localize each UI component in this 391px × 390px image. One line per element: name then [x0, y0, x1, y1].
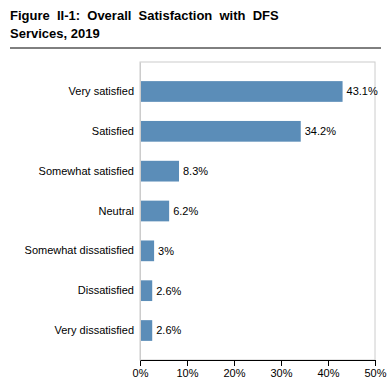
- bar: [140, 320, 152, 341]
- x-tick-label: 0%: [133, 367, 149, 379]
- x-axis: 0% 10% 20% 30% 40% 50%: [133, 360, 387, 379]
- x-tick-mark: [140, 360, 141, 366]
- x-axis-line: [141, 361, 376, 367]
- y-tick-label: Somewhat dissatisfied: [25, 244, 134, 256]
- y-tick-label: Neutral: [99, 205, 134, 217]
- x-tick: 50%: [364, 360, 386, 379]
- x-tick-mark: [281, 360, 282, 366]
- x-tick: 30%: [270, 360, 292, 379]
- x-tick-label: 40%: [317, 367, 339, 379]
- data-label: 2.6%: [156, 324, 181, 336]
- y-tick-label: Somewhat satisfied: [39, 165, 134, 177]
- x-tick-label: 50%: [364, 367, 386, 379]
- y-tick: Satisfied: [92, 125, 140, 137]
- x-tick-mark: [187, 360, 188, 366]
- y-tick-label: Satisfied: [92, 125, 134, 137]
- title-line: Services, 2019: [10, 26, 100, 41]
- bar: [140, 240, 154, 261]
- data-label: 34.2%: [305, 125, 336, 137]
- title: Figure II-1: Overall Satisfaction with D…: [10, 8, 279, 41]
- x-tick: 10%: [176, 360, 198, 379]
- y-tick: Somewhat dissatisfied: [25, 244, 140, 256]
- bars: [140, 81, 343, 341]
- chart: Figure II-1: Overall Satisfaction with D…: [0, 0, 391, 390]
- x-tick-label: 30%: [270, 367, 292, 379]
- plot-frame: [140, 62, 375, 360]
- x-tick: 40%: [317, 360, 339, 379]
- y-tick: Very satisfied: [69, 85, 140, 97]
- plot: 43.1% 34.2% 8.3% 6.2% 3% 2.6% 2.6% 0% 10% 20% 30% 4…: [25, 62, 387, 379]
- x-tick: 20%: [223, 360, 245, 379]
- bar: [140, 201, 169, 222]
- x-tick-label: 20%: [223, 367, 245, 379]
- x-tick-mark: [328, 360, 329, 366]
- y-tick: Somewhat satisfied: [39, 165, 140, 177]
- data-labels: 43.1% 34.2% 8.3% 6.2% 3% 2.6% 2.6%: [156, 85, 378, 336]
- x-tick-mark: [375, 360, 376, 366]
- y-axis: Very satisfied Satisfied Somewhat satisfie…: [25, 63, 141, 361]
- y-tick: Neutral: [99, 205, 140, 217]
- data-label: 43.1%: [347, 85, 378, 97]
- x-tick-label: 10%: [176, 367, 198, 379]
- y-tick-label: Very dissatisfied: [55, 324, 134, 336]
- data-label: 3%: [158, 245, 174, 257]
- y-axis-line: [140, 63, 141, 361]
- x-tick: 0%: [133, 360, 149, 379]
- y-tick: Very dissatisfied: [55, 324, 140, 336]
- data-label: 6.2%: [173, 205, 198, 217]
- bar: [140, 280, 152, 301]
- y-tick-label: Dissatisfied: [78, 284, 134, 296]
- data-label: 2.6%: [156, 285, 181, 297]
- bar: [140, 81, 343, 102]
- y-tick: Dissatisfied: [78, 284, 140, 296]
- title-rule: [10, 48, 381, 49]
- x-tick-mark: [234, 360, 235, 366]
- data-label: 8.3%: [183, 165, 208, 177]
- bar: [140, 121, 301, 142]
- y-tick-label: Very satisfied: [69, 85, 134, 97]
- bar: [140, 161, 179, 182]
- title-line: Figure II-1: Overall Satisfaction with D…: [10, 8, 279, 23]
